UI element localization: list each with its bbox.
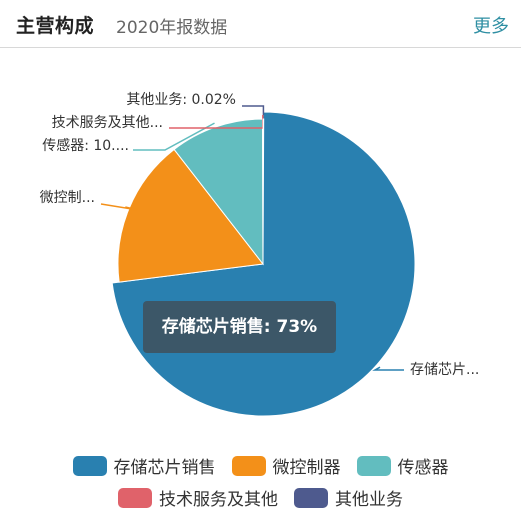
label-line [372,366,404,371]
legend-row: 存储芯片销售 微控制器 传感器 [0,453,521,478]
label-line [242,105,265,116]
panel-title: 主营构成 [16,15,95,37]
pie-chart: 存储芯片... 微控制... 传感器: 10.... 技术服务及其他... 其他业务: … [40,92,479,417]
legend-item-mcu[interactable]: 微控制器 [231,453,341,478]
legend-label: 存储芯片销售 [113,458,216,478]
chart-tooltip: 存储芯片销售: 73% [143,301,336,353]
legend-label: 传感器 [397,458,449,478]
legend-swatch [294,487,328,508]
slice-label: 其他业务: 0.02% [126,92,236,108]
panel-header: 主营构成 2020年报数据 更多 [0,0,521,48]
legend-item-storage[interactable]: 存储芯片销售 [72,453,216,478]
slice-label: 传感器: 10.... [42,137,129,154]
panel-subtitle: 2020年报数据 [116,18,228,38]
slice-label: 技术服务及其他... [52,115,163,131]
label-line [100,203,139,211]
legend-item-sensor[interactable]: 传感器 [356,453,449,478]
chart-legend: 存储芯片销售 微控制器 传感器 技术服务及其他 其他业务 [0,448,521,518]
pie-slice[interactable] [262,118,265,265]
legend-label: 技术服务及其他 [159,490,278,510]
legend-row: 技术服务及其他 其他业务 [0,485,521,510]
slice-label: 微控制... [40,190,95,206]
pie-slice[interactable] [173,118,264,266]
legend-item-tech-service[interactable]: 技术服务及其他 [118,485,278,510]
legend-swatch [118,487,152,508]
legend-swatch [231,455,266,476]
legend-label: 其他业务 [335,490,403,510]
legend-label: 微控制器 [272,458,341,478]
more-link[interactable]: 更多 [473,16,509,37]
slice-label: 存储芯片... [410,362,479,378]
label-line [133,122,215,151]
legend-item-other-business[interactable]: 其他业务 [294,485,403,510]
legend-swatch [72,455,107,476]
legend-swatch [356,455,391,476]
